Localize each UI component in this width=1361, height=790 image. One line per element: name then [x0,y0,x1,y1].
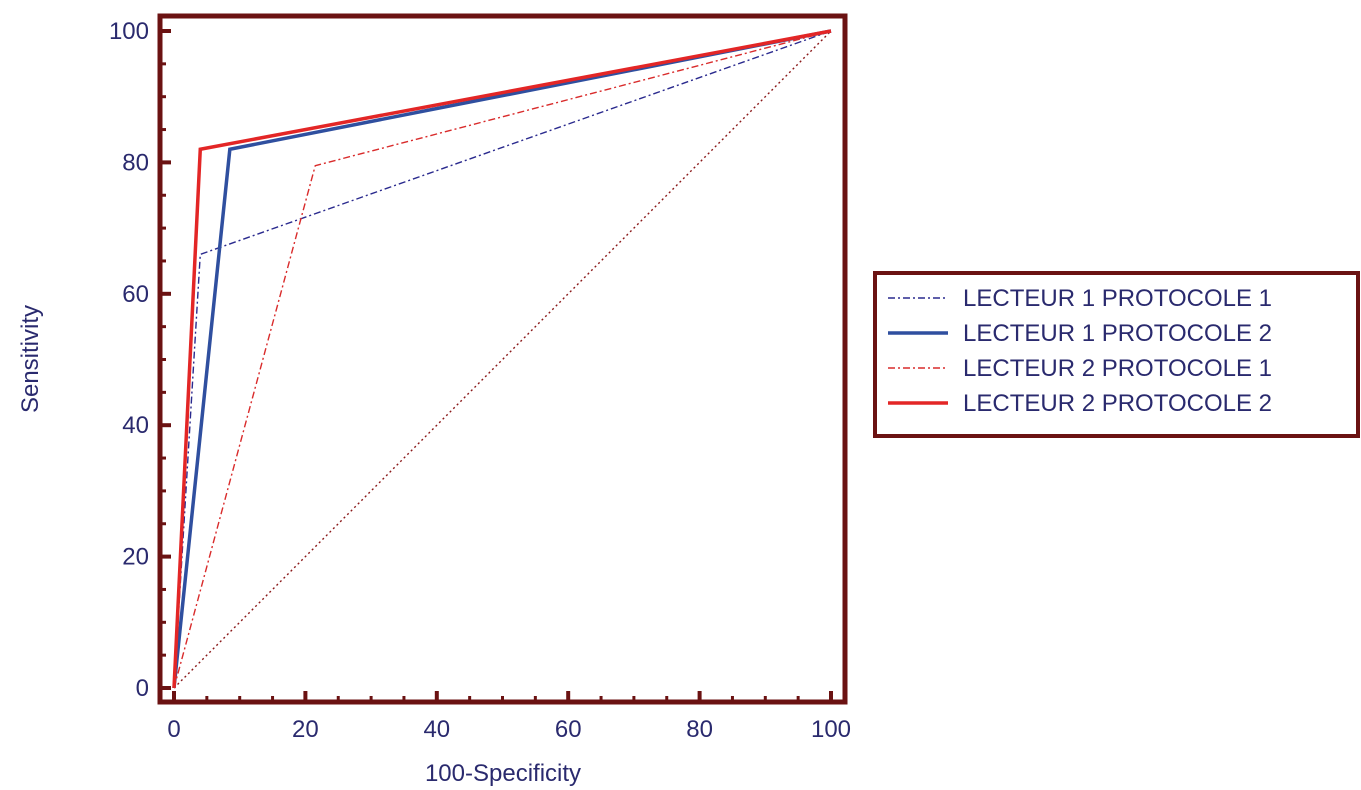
legend-label-1: LECTEUR 1 PROTOCOLE 1 [963,285,1272,312]
x-tick-label: 80 [686,716,713,743]
y-tick-label: 40 [122,412,149,439]
x-tick-label: 100 [811,716,851,743]
x-tick-label: 20 [292,716,319,743]
legend-box [873,271,1360,438]
legend-label-4: LECTEUR 2 PROTOCOLE 2 [963,390,1272,417]
series-line-2 [172,29,832,689]
y-tick-label: 100 [109,18,149,45]
y-tick-label: 60 [122,281,149,308]
legend-label-2: LECTEUR 1 PROTOCOLE 2 [963,320,1272,347]
plot-area: 0 20 40 60 80 100 0 20 40 60 80 100 [109,13,851,743]
y-tick-label: 80 [122,149,149,176]
x-axis-title: 100-Specificity [425,760,581,787]
series-line-1 [173,30,832,689]
y-tick-label: 20 [122,544,149,571]
y-axis-title: Sensitivity [17,305,44,413]
x-tick-label: 40 [423,716,450,743]
series-line-4 [172,29,832,689]
y-tick-label: 0 [136,675,149,702]
x-tick-label: 60 [555,716,582,743]
reference-diagonal-line [173,30,832,689]
x-tick-label: 0 [167,716,180,743]
series-line-3 [173,30,832,689]
legend: LECTEUR 1 PROTOCOLE 1 LECTEUR 1 PROTOCOLE… [873,271,1360,438]
legend-label-3: LECTEUR 2 PROTOCOLE 1 [963,355,1272,382]
